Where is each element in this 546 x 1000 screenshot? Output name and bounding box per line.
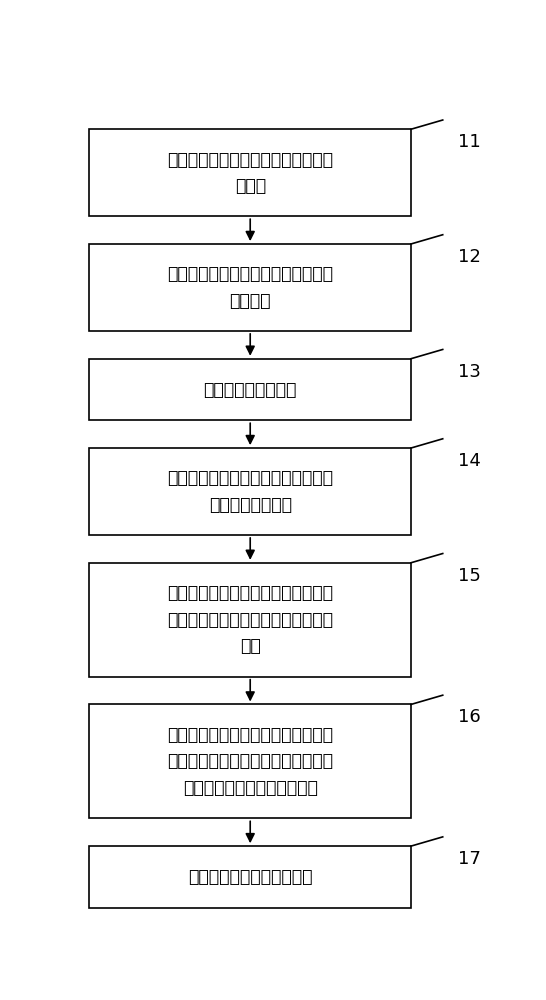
Text: 提取特征点图像坐标: 提取特征点图像坐标 [204,380,297,398]
FancyBboxPatch shape [90,359,411,420]
Text: 基于交比不变性求解特征点在靶标坐
标系下的三维坐标: 基于交比不变性求解特征点在靶标坐 标系下的三维坐标 [167,469,333,514]
Text: 17: 17 [458,850,480,868]
Text: 对线结构光视觉传感器中的摄像机进
行标定: 对线结构光视觉传感器中的摄像机进 行标定 [167,151,333,195]
FancyBboxPatch shape [90,244,411,331]
Text: 15: 15 [458,567,480,585]
Text: 16: 16 [458,708,480,726]
FancyBboxPatch shape [90,563,411,677]
Text: 拟合光平面方程，完成标定: 拟合光平面方程，完成标定 [188,868,312,886]
Text: 13: 13 [458,363,480,381]
FancyBboxPatch shape [90,448,411,535]
FancyBboxPatch shape [90,846,411,908]
Text: 11: 11 [458,133,480,151]
FancyBboxPatch shape [90,129,411,216]
Text: 结合图像特征点与摄像机内参，求解
特征点在摄像机坐标系下三维坐标的
初解: 结合图像特征点与摄像机内参，求解 特征点在摄像机坐标系下三维坐标的 初解 [167,584,333,655]
Text: 14: 14 [458,452,480,470]
Text: 带有滤光片的摄像机拍摄带有光条的
锯齿靶标: 带有滤光片的摄像机拍摄带有光条的 锯齿靶标 [167,265,333,310]
Text: 12: 12 [458,248,480,266]
FancyBboxPatch shape [90,704,411,818]
Text: 考虑滤光片折射模型，通过非线性优
化方法解出滤光片参数及特征点在摄
像机坐标系下的优化三维坐标: 考虑滤光片折射模型，通过非线性优 化方法解出滤光片参数及特征点在摄 像机坐标系下… [167,726,333,797]
